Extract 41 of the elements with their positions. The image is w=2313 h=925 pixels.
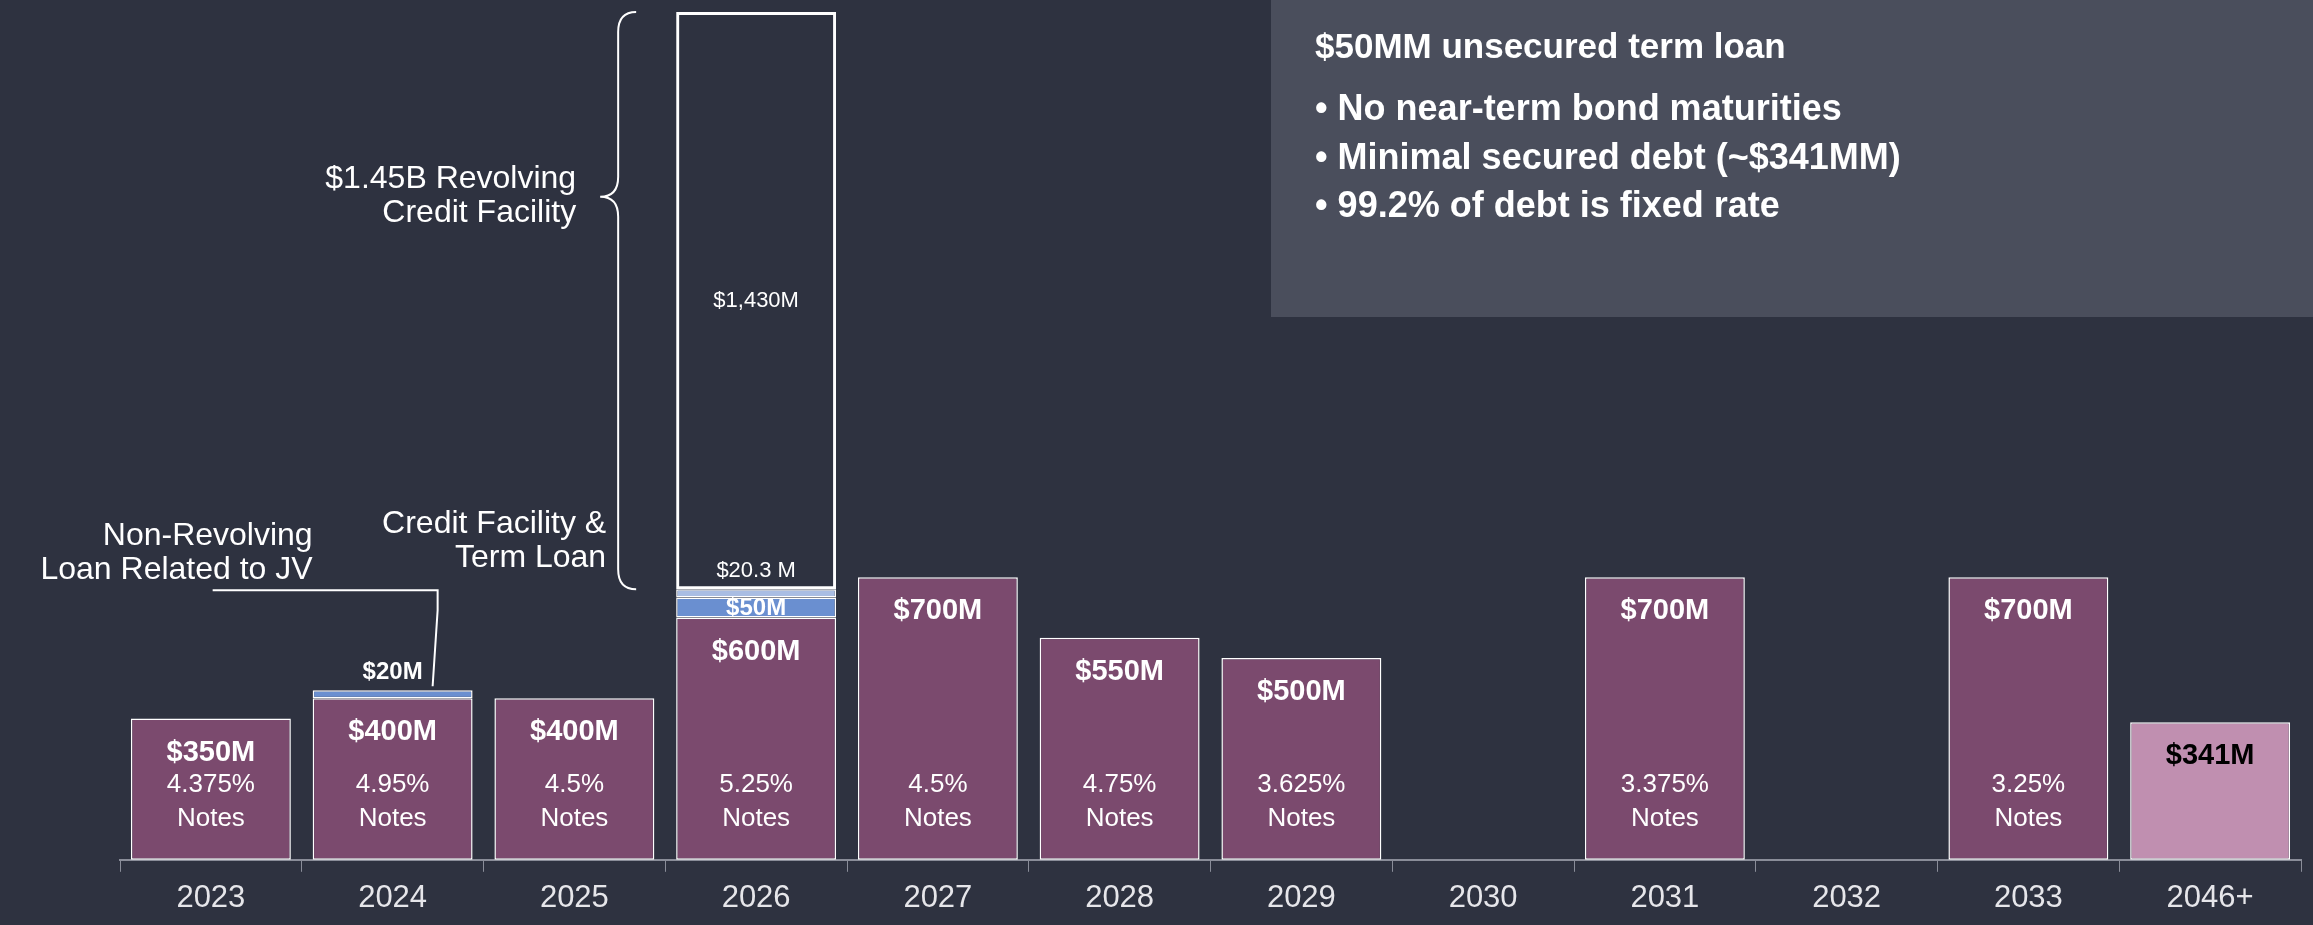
data-label: $1,430M [713, 286, 799, 312]
x-tick-label: 2023 [176, 878, 246, 914]
annotation: 3.625% Notes [1257, 767, 1346, 832]
annotation: 3.25% Notes [1991, 767, 2066, 832]
annotation: 5.25% Notes [719, 767, 793, 832]
data-label: $700M [893, 593, 983, 626]
annotation: 4.75% Notes [1082, 767, 1157, 832]
data-label: $500M [1257, 673, 1346, 706]
x-tick-label: 2046+ [2166, 878, 2254, 914]
annotation: $1.45B Revolving Credit Facility [325, 159, 577, 230]
x-tick-label: 2029 [1266, 878, 1336, 914]
data-label: $700M [1984, 593, 2073, 626]
annotation: Credit Facility & Term Loan [382, 504, 607, 575]
data-label: $20M [362, 656, 423, 684]
x-tick-label: 2033 [1993, 878, 2063, 914]
data-label: $600M [711, 633, 801, 666]
text-panel: $50MM unsecured term loan • No near-term bond maturities • Minimal secured debt (~$341MM) • 99.2% of debt is fixed rate [1271, 0, 2313, 317]
x-tick-label: 2026 [721, 878, 791, 914]
x-tick-label: 2032 [1812, 878, 1882, 914]
annotation: 3.375% Notes [1620, 767, 1709, 832]
x-tick-label: 2031 [1630, 878, 1700, 914]
data-label: $20.3 M [716, 557, 796, 583]
x-tick-label: 2027 [903, 878, 973, 914]
annotation: Non-Revolving Loan Related to JV [40, 516, 314, 587]
annotation: • Minimal secured debt (~$341MM) [1315, 134, 1902, 179]
x-tick-label: 2028 [1085, 878, 1155, 914]
annotation: 4.5% Notes [903, 767, 972, 832]
data-label: $341M [2165, 738, 2255, 771]
annotation: 4.5% Notes [540, 767, 609, 832]
data-label: $400M [348, 714, 437, 747]
data-label: $350M [166, 734, 256, 767]
annotation: • No near-term bond maturities [1315, 86, 1843, 130]
data-label: $700M [1620, 593, 1710, 626]
x-tick-label: 2024 [358, 878, 428, 914]
data-label: $550M [1075, 653, 1164, 686]
x-tick-label: 2030 [1448, 878, 1518, 914]
annotation: • 99.2% of debt is fixed rate [1315, 183, 1781, 228]
data-label: $400M [530, 714, 619, 747]
annotation: 4.375% Notes [166, 767, 255, 832]
annotation: 4.95% Notes [355, 767, 430, 832]
x-tick-label: 2025 [539, 878, 609, 914]
